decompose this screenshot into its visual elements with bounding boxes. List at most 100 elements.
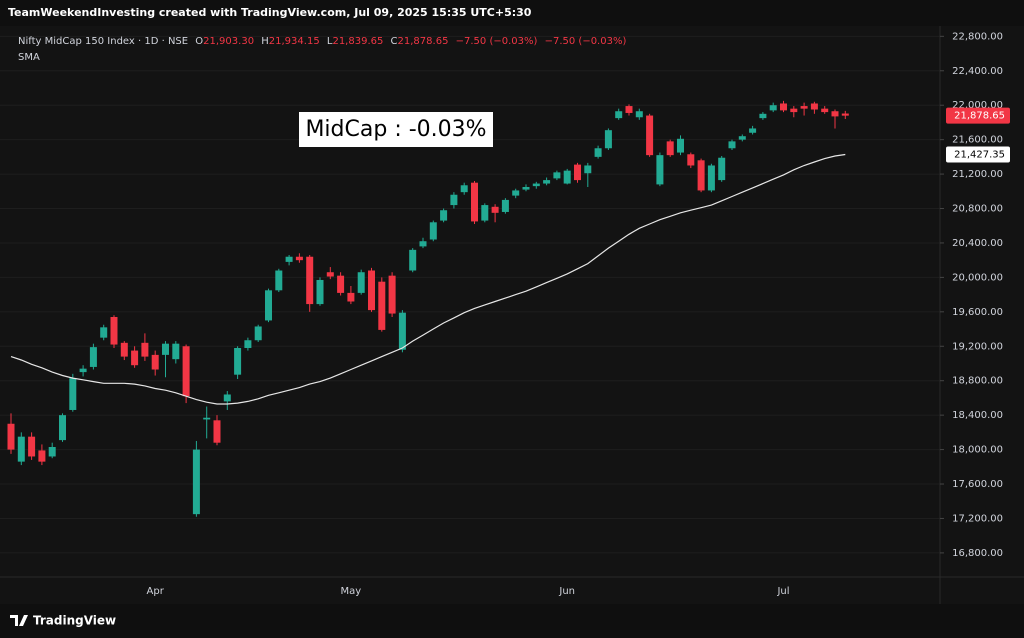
- legend-symbol: Nifty MidCap 150 Index · 1D · NSE: [18, 36, 188, 47]
- candle-body: [419, 241, 427, 247]
- candle-body: [295, 256, 303, 261]
- candle-body: [223, 394, 231, 402]
- candle-body: [738, 136, 746, 140]
- y-tick-label: 16,800.00: [952, 548, 1003, 559]
- candle-body: [821, 108, 829, 113]
- x-tick-label: Apr: [147, 586, 165, 597]
- sma-price-label: 21,427.35: [954, 150, 1005, 161]
- candle-body: [687, 154, 695, 166]
- candle-body: [100, 327, 108, 338]
- candle-body: [635, 111, 643, 118]
- candle-body: [326, 272, 334, 277]
- candle-body: [491, 206, 499, 213]
- candle-body: [810, 103, 818, 110]
- candle-body: [780, 103, 787, 111]
- y-tick-label: 22,800.00: [952, 31, 1003, 42]
- candle-body: [604, 130, 612, 149]
- legend-value: 21,878.65: [398, 36, 449, 47]
- candle-body: [440, 210, 448, 221]
- candle-body: [213, 420, 221, 443]
- candle-body: [234, 347, 242, 375]
- legend-change: −7.50 (−0.03%): [456, 36, 538, 47]
- candle-body: [563, 170, 571, 184]
- header: TeamWeekendInvesting created with Tradin…: [8, 6, 532, 19]
- legend-label: O: [195, 36, 203, 47]
- legend-sma: SMA: [18, 52, 40, 63]
- candle-body: [7, 423, 15, 450]
- annotation: MidCap : -0.03%: [305, 117, 486, 142]
- candle-body: [697, 160, 705, 191]
- candle-body: [17, 436, 25, 462]
- candle-body: [368, 270, 375, 311]
- candle-body: [172, 343, 180, 360]
- candle-body: [759, 113, 767, 119]
- y-tick-label: 21,600.00: [952, 135, 1003, 146]
- legend-value: 21,839.65: [332, 36, 383, 47]
- candle-body: [450, 194, 458, 206]
- candle-body: [553, 172, 561, 179]
- candle-body: [192, 449, 200, 515]
- candle-body: [790, 108, 798, 113]
- sma-price-label-box: [946, 146, 1010, 163]
- candle-body: [244, 340, 252, 348]
- candle-body: [615, 111, 623, 119]
- last-price-label: 21,878.65: [954, 111, 1005, 122]
- x-tick-label: Jul: [776, 586, 789, 597]
- candle-body: [48, 446, 56, 457]
- candle-body: [79, 368, 87, 373]
- candle-body: [409, 249, 417, 271]
- y-tick-label: 22,000.00: [952, 100, 1003, 111]
- y-tick-label: 20,400.00: [952, 238, 1003, 249]
- candle-body: [337, 275, 345, 293]
- candle-body: [306, 256, 314, 305]
- y-tick-label: 17,200.00: [952, 513, 1003, 524]
- candle-body: [316, 279, 324, 305]
- y-tick-label: 20,000.00: [952, 272, 1003, 283]
- candle-body: [59, 415, 66, 441]
- candle-body: [584, 165, 592, 174]
- legend-value: 21,934.15: [269, 36, 320, 47]
- y-tick-label: 17,600.00: [952, 479, 1003, 490]
- candle-body: [718, 157, 726, 181]
- sma-line: [10, 153, 846, 405]
- candle-body: [131, 350, 139, 366]
- plot: [7, 100, 849, 517]
- candle-body: [707, 165, 715, 191]
- legend-value: 21,903.30: [203, 36, 254, 47]
- candle-body: [141, 342, 149, 357]
- annotation-box: [299, 112, 493, 147]
- candle-body: [275, 270, 283, 291]
- candle-body: [28, 436, 36, 457]
- candle-body: [69, 378, 77, 410]
- candle-body: [162, 343, 169, 355]
- candle-body: [728, 141, 736, 149]
- axis: 16,800.00 17,200.00 17,600.00 18,000.00 18,4…: [147, 31, 1010, 597]
- candle-body: [666, 141, 674, 156]
- candle-body: [522, 186, 530, 190]
- x-tick-label: May: [341, 586, 362, 597]
- candle-body: [594, 148, 602, 157]
- candle-body: [646, 115, 654, 156]
- candle-body: [532, 183, 540, 187]
- candle-body: [265, 290, 272, 321]
- candle-body: [388, 275, 396, 314]
- candle-body: [347, 292, 355, 302]
- candle-body: [656, 155, 664, 185]
- y-tick-label: 18,400.00: [952, 410, 1003, 421]
- legend-change: −7.50 (−0.03%): [545, 36, 627, 47]
- footer: TradingView: [33, 614, 116, 628]
- candle-body: [182, 346, 190, 397]
- candle-body: [38, 450, 46, 462]
- candle-body: [625, 106, 633, 113]
- candle-body: [501, 199, 509, 212]
- candle-body: [378, 281, 386, 330]
- candle-body: [151, 354, 159, 370]
- last-price-label-box: [946, 107, 1010, 124]
- candle-body: [357, 272, 365, 293]
- legend-label: C: [391, 36, 398, 47]
- candle-body: [110, 316, 118, 345]
- candle-body: [574, 164, 581, 181]
- candle-body: [677, 138, 684, 153]
